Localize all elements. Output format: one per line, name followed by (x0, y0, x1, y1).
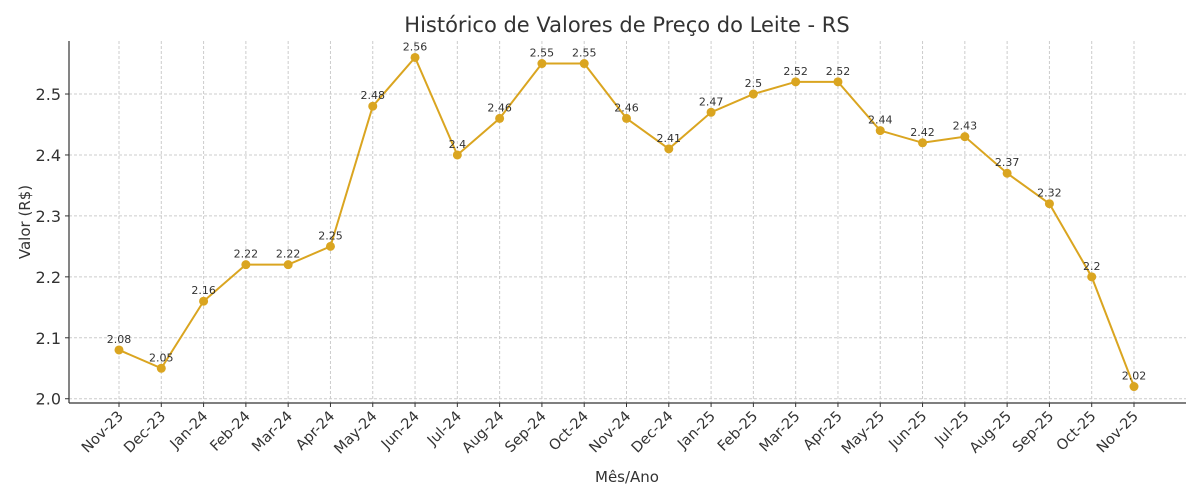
data-point (1129, 382, 1139, 392)
data-label: 2.05 (149, 351, 174, 364)
data-point (706, 107, 716, 117)
x-tick-label: Dec-23 (121, 409, 169, 457)
data-point (241, 260, 251, 270)
y-tick-label: 2.3 (36, 207, 61, 226)
data-point (791, 77, 801, 87)
x-tick-label: Sep-24 (502, 409, 549, 456)
x-axis-label: Mês/Ano (595, 468, 659, 486)
data-label: 2.42 (910, 126, 935, 139)
data-point (960, 132, 970, 142)
data-label: 2.44 (868, 114, 893, 127)
data-label: 2.4 (449, 138, 467, 151)
x-tick-label: Mar-24 (249, 409, 296, 456)
data-label: 2.32 (1037, 187, 1062, 200)
data-point (579, 59, 589, 69)
x-tick-label: Jul-25 (932, 409, 973, 450)
data-point (748, 89, 758, 99)
data-point (114, 345, 124, 355)
data-label: 2.52 (783, 65, 808, 78)
x-tick-label: Aug-24 (459, 409, 507, 457)
data-label: 2.22 (276, 248, 301, 261)
data-label: 2.16 (191, 284, 216, 297)
data-label: 2.22 (234, 248, 259, 261)
data-point (833, 77, 843, 87)
data-point (495, 113, 505, 123)
data-label: 2.02 (1122, 370, 1147, 383)
y-tick-label: 2.4 (36, 146, 61, 165)
data-point (325, 241, 335, 251)
data-label: 2.56 (403, 40, 428, 53)
data-label: 2.46 (487, 101, 512, 114)
data-label: 2.47 (699, 95, 724, 108)
data-point (875, 126, 885, 136)
grid (69, 41, 1186, 403)
x-tick-label: Jun-25 (886, 409, 931, 454)
data-point (156, 363, 166, 373)
x-tick-label: Nov-24 (587, 409, 635, 457)
x-tick-label: Feb-24 (207, 409, 253, 455)
x-tick-label: Aug-25 (967, 409, 1015, 457)
data-label: 2.55 (572, 47, 597, 60)
data-point (368, 101, 378, 111)
y-tick-label: 2.0 (36, 390, 61, 409)
data-point (664, 144, 674, 154)
x-tick-label: Jun-24 (378, 409, 423, 454)
data-label: 2.52 (826, 65, 851, 78)
x-tick-label: Mar-25 (757, 409, 804, 456)
x-tick-label: May-24 (332, 409, 381, 458)
x-tick-label: Feb-25 (715, 409, 761, 455)
data-label: 2.55 (530, 47, 555, 60)
data-label: 2.5 (745, 77, 763, 90)
y-tick-label: 2.5 (36, 85, 61, 104)
x-tick-label: Sep-25 (1010, 409, 1057, 456)
data-label: 2.46 (614, 101, 639, 114)
x-tick-label: Jan-25 (674, 409, 719, 454)
x-tick-label: Oct-25 (1054, 409, 1100, 455)
x-tick-label: Jan-24 (167, 409, 212, 454)
data-point (537, 59, 547, 69)
axes: 2.02.12.22.32.42.5Nov-23Dec-23Jan-24Feb-… (36, 41, 1186, 458)
data-point (622, 113, 631, 123)
data-label: 2.08 (107, 333, 132, 346)
data-label: 2.48 (361, 89, 386, 102)
x-tick-label: May-25 (839, 409, 888, 458)
data-point (410, 52, 420, 62)
series: 2.08 2.05 2.16 2.22 2.22 2.25 2.48 2.56 2.4 2.46 2… (107, 40, 1147, 392)
data-label: 2.37 (995, 156, 1020, 169)
data-point (283, 260, 293, 270)
data-label: 2.2 (1083, 260, 1101, 273)
x-tick-label: Nov-23 (79, 409, 127, 457)
data-label: 2.41 (657, 132, 682, 145)
y-axis-label: Valor (R$) (16, 185, 34, 259)
x-tick-label: Dec-24 (629, 409, 677, 457)
data-point (199, 296, 209, 306)
data-point (1087, 272, 1097, 282)
x-tick-label: Jul-24 (424, 409, 465, 450)
chart-title: Histórico de Valores de Preço do Leite -… (404, 13, 849, 37)
data-label: 2.25 (318, 229, 343, 242)
y-tick-label: 2.2 (36, 268, 61, 287)
y-tick-label: 2.1 (36, 329, 61, 348)
data-point (1044, 199, 1054, 209)
data-label: 2.43 (953, 120, 978, 133)
x-tick-label: Nov-25 (1094, 409, 1142, 457)
data-point (918, 138, 928, 148)
data-point (1002, 168, 1012, 178)
x-tick-label: Oct-24 (546, 409, 592, 455)
data-point (452, 150, 462, 160)
